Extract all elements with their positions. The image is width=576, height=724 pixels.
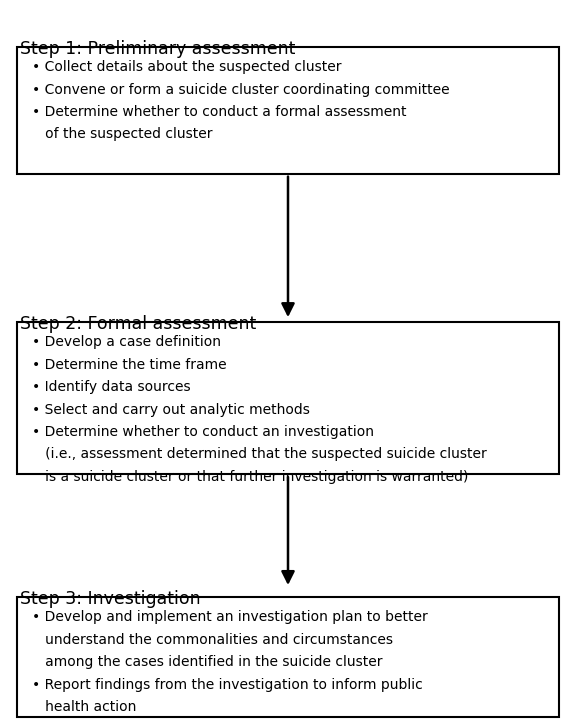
Text: is a suicide cluster or that further investigation is warranted): is a suicide cluster or that further inv… [32,470,468,484]
Text: • Select and carry out analytic methods: • Select and carry out analytic methods [32,403,309,416]
Text: • Determine whether to conduct a formal assessment: • Determine whether to conduct a formal … [32,105,406,119]
Text: understand the commonalities and circumstances: understand the commonalities and circums… [32,633,393,647]
Text: • Convene or form a suicide cluster coordinating committee: • Convene or form a suicide cluster coor… [32,83,449,96]
Text: • Report findings from the investigation to inform public: • Report findings from the investigation… [32,678,422,691]
Text: Step 1: Preliminary assessment: Step 1: Preliminary assessment [20,40,295,58]
Text: among the cases identified in the suicide cluster: among the cases identified in the suicid… [32,655,382,669]
Text: • Determine the time frame: • Determine the time frame [32,358,226,371]
Text: • Develop and implement an investigation plan to better: • Develop and implement an investigation… [32,610,427,624]
Text: of the suspected cluster: of the suspected cluster [32,127,212,141]
Text: Step 2: Formal assessment: Step 2: Formal assessment [20,315,256,333]
Text: Step 3: Investigation: Step 3: Investigation [20,590,201,608]
Bar [17,47,559,174]
Bar [17,322,559,474]
Text: health action: health action [32,700,136,714]
Text: • Develop a case definition: • Develop a case definition [32,335,221,349]
Text: • Collect details about the suspected cluster: • Collect details about the suspected cl… [32,60,341,74]
Text: (i.e., assessment determined that the suspected suicide cluster: (i.e., assessment determined that the su… [32,447,486,461]
Text: • Identify data sources: • Identify data sources [32,380,190,394]
Text: • Determine whether to conduct an investigation: • Determine whether to conduct an invest… [32,425,374,439]
Bar [17,597,559,717]
